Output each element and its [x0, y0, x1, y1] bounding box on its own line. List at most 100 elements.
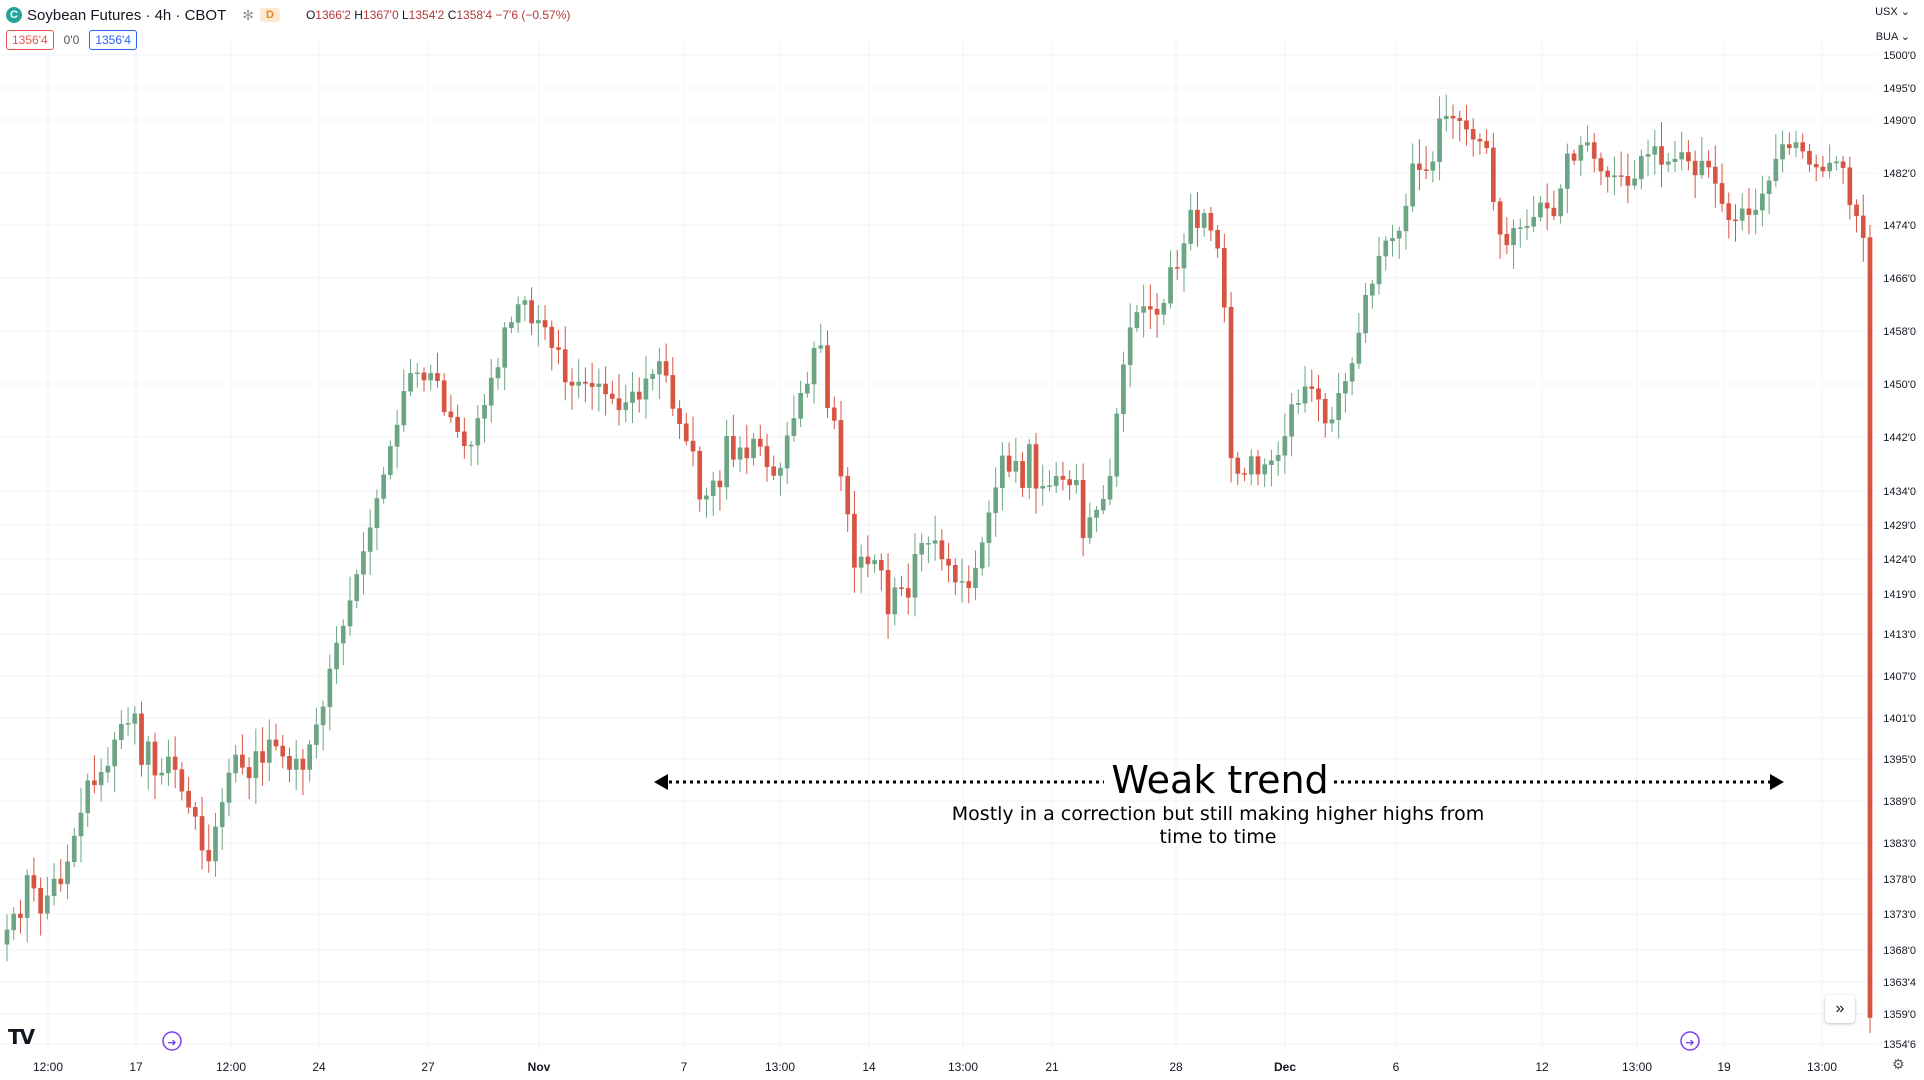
y-tick-label: 1363'4: [1883, 977, 1916, 989]
candle: [1094, 505, 1099, 533]
x-tick-label: 14: [862, 1060, 876, 1074]
delay-badge: D: [259, 8, 280, 22]
candle: [1538, 196, 1543, 222]
candle: [1309, 369, 1315, 402]
candle: [811, 341, 817, 404]
candle: [724, 419, 729, 500]
candle: [226, 758, 232, 817]
y-tick-label: 1378'0: [1883, 874, 1916, 886]
candle: [340, 619, 346, 666]
candle: [1746, 188, 1752, 235]
candle: [1517, 218, 1523, 248]
candle: [535, 304, 541, 347]
candle: [361, 532, 366, 595]
candle: [139, 701, 144, 777]
snowflake-icon[interactable]: ✻: [242, 6, 254, 23]
candle: [253, 728, 259, 804]
candle: [1726, 192, 1732, 239]
candle: [266, 719, 272, 782]
scroll-to-realtime-button[interactable]: »: [1825, 995, 1855, 1023]
candle: [509, 316, 514, 334]
candle: [562, 326, 568, 401]
candle: [1316, 374, 1321, 422]
candle: [1780, 130, 1785, 173]
candle: [1820, 155, 1826, 178]
candle: [206, 824, 212, 873]
candle: [401, 369, 407, 433]
candle: [1396, 226, 1402, 259]
candle: [1497, 197, 1503, 259]
candle: [1080, 463, 1086, 557]
candle: [1484, 129, 1489, 154]
candle: [132, 706, 138, 745]
candle: [1114, 407, 1120, 487]
candle: [246, 757, 252, 800]
candle: [24, 869, 30, 943]
svg-text:➜: ➜: [167, 1036, 176, 1049]
ohlc-values: O1366'2 H1367'0 L1354'2 C1358'4 −7'6 (−0…: [305, 8, 571, 22]
candle: [596, 368, 602, 412]
annotation: Weak trend Mostly in a correction but st…: [654, 758, 1784, 848]
candle: [260, 727, 265, 786]
candle: [435, 352, 440, 388]
candle: [1174, 250, 1180, 280]
candle: [1208, 206, 1214, 242]
candle: [690, 416, 696, 467]
candle: [1854, 199, 1859, 233]
currency-selector[interactable]: USX ⌄: [1875, 6, 1910, 18]
candle: [670, 357, 676, 417]
candle: [1699, 136, 1705, 179]
event-marker-1[interactable]: ➜: [162, 1031, 182, 1051]
candle: [1477, 133, 1483, 155]
event-marker-2[interactable]: ➜: [1680, 1031, 1700, 1051]
buy-price-button[interactable]: 1356'4: [89, 30, 137, 50]
candle: [58, 859, 64, 892]
candle: [233, 745, 239, 783]
candle: [704, 487, 709, 518]
candle: [1349, 357, 1355, 395]
candle: [1403, 193, 1409, 250]
candle: [831, 396, 837, 430]
y-tick-label: 1429'0: [1883, 520, 1916, 532]
symbol-title[interactable]: Soybean Futures · 4h · CBOT: [27, 6, 227, 24]
candle: [1719, 163, 1725, 212]
candle: [1302, 366, 1308, 413]
candle: [213, 812, 218, 877]
candle: [1134, 304, 1140, 332]
candle: [159, 758, 165, 785]
candle: [1053, 462, 1059, 494]
gear-icon[interactable]: ⚙: [1892, 1056, 1905, 1072]
candle: [1827, 144, 1832, 179]
y-tick-label: 1495'0: [1883, 83, 1916, 95]
candle: [657, 347, 662, 400]
candle: [1195, 191, 1200, 247]
candle: [1860, 194, 1866, 262]
candle: [569, 368, 575, 410]
x-tick-label: 21: [1045, 1060, 1059, 1074]
candle: [1612, 156, 1617, 196]
price-axis: 1500'0 1495'0 1490'0 1482'0 1474'0 1466'0 1458…: [1883, 50, 1916, 1051]
x-tick-label: 13:00: [765, 1060, 795, 1074]
candle: [1376, 236, 1382, 295]
y-tick-label: 1413'0: [1883, 629, 1916, 641]
candle: [731, 414, 736, 468]
x-tick-label: 6: [1393, 1060, 1400, 1074]
candle: [1551, 190, 1557, 220]
candle: [1282, 413, 1288, 474]
candle: [1793, 130, 1799, 158]
candle: [616, 373, 622, 426]
candle: [556, 329, 561, 365]
unit-selector[interactable]: BUA ⌄: [1875, 31, 1910, 43]
candle: [1262, 458, 1268, 488]
y-tick-label: 1354'6: [1883, 1039, 1916, 1051]
x-tick-label: 13:00: [1622, 1060, 1652, 1074]
candle: [1168, 250, 1173, 309]
candle: [300, 749, 306, 796]
candle: [1255, 450, 1261, 486]
candle: [1531, 195, 1537, 233]
candle: [926, 536, 931, 563]
candle: [347, 576, 353, 636]
sell-price-button[interactable]: 1356'4: [6, 30, 54, 50]
candle: [1369, 279, 1375, 309]
